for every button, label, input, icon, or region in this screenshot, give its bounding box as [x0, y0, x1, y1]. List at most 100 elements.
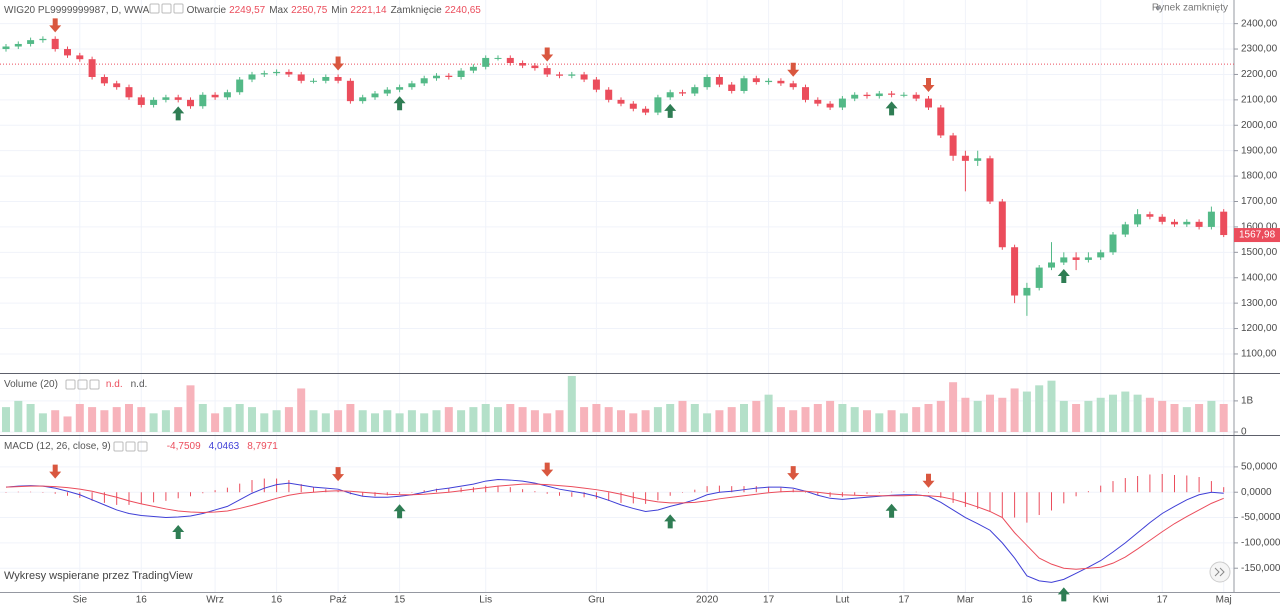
volume-bar: [530, 410, 539, 432]
volume-bar: [752, 400, 761, 432]
histogram-bar: [153, 492, 155, 503]
volume-bar: [776, 407, 785, 432]
volume-bar: [174, 407, 183, 432]
histogram-bar: [768, 486, 770, 493]
candle-body: [752, 78, 760, 83]
candle-body: [1023, 287, 1031, 296]
histogram-bar: [239, 483, 241, 493]
candle-body: [260, 73, 268, 75]
candle-body: [592, 79, 600, 90]
histogram-bar: [817, 492, 819, 496]
histogram-bar: [54, 492, 56, 494]
status-dot: [1156, 6, 1160, 10]
candle-body: [1207, 211, 1215, 227]
legend-button[interactable]: [161, 3, 172, 14]
candle-body: [1134, 214, 1142, 225]
legend-button[interactable]: [137, 441, 148, 452]
last-price-label: 1567,98: [1239, 230, 1276, 241]
candle-body: [851, 94, 859, 99]
volume-bar: [543, 413, 552, 432]
histogram-bar: [645, 492, 647, 504]
histogram-bar: [903, 491, 905, 493]
candle-body: [789, 83, 797, 88]
legend-button[interactable]: [173, 3, 184, 14]
volume-bar: [235, 404, 244, 432]
scroll-icon: [1214, 567, 1225, 577]
x-tick-label: Lut: [835, 595, 849, 606]
candle-body: [543, 68, 551, 75]
candle-body: [1109, 234, 1117, 253]
legend-button[interactable]: [113, 441, 124, 452]
y-tick-label: -150,0000: [1241, 563, 1280, 574]
histogram-bar: [829, 492, 831, 497]
histogram-bar: [915, 491, 917, 493]
volume-bar: [813, 404, 822, 432]
histogram-bar: [5, 492, 7, 493]
candle-body: [629, 103, 637, 109]
candle-body: [125, 87, 133, 98]
candle-body: [814, 99, 822, 104]
candle-body: [691, 87, 699, 94]
volume-bar: [555, 410, 564, 432]
histogram-bar: [669, 492, 671, 496]
candle-body: [715, 76, 723, 85]
candle-body: [728, 84, 736, 91]
volume-bar: [1059, 400, 1068, 432]
candle-body: [605, 89, 613, 100]
legend-button[interactable]: [149, 3, 160, 14]
y-tick-label: 0,0000: [1241, 487, 1272, 498]
volume-bar: [653, 407, 662, 432]
histogram-bar: [718, 485, 720, 493]
candle-body: [371, 93, 379, 98]
candle-body: [310, 80, 317, 82]
legend-button[interactable]: [77, 379, 88, 390]
volume-bar: [1121, 391, 1130, 432]
volume-bar: [936, 400, 945, 432]
histogram-bar: [362, 492, 364, 497]
volume-bar: [764, 394, 773, 432]
candle-body: [322, 76, 330, 81]
volume-bar: [211, 413, 220, 432]
volume-bar: [887, 410, 896, 432]
histogram-bar: [313, 487, 314, 493]
volume-bar: [444, 407, 453, 432]
histogram-bar: [509, 487, 511, 493]
x-tick-label: 2020: [696, 595, 719, 606]
histogram-bar: [288, 480, 290, 493]
histogram-bar: [792, 489, 794, 493]
scroll-button[interactable]: [1209, 561, 1231, 583]
sell-arrow: [49, 18, 62, 33]
histogram-bar: [682, 492, 683, 493]
volume-bar: [1096, 397, 1105, 432]
buy-arrow: [172, 106, 185, 121]
histogram-bar: [165, 492, 167, 501]
legend-button[interactable]: [65, 379, 76, 390]
volume-bar: [518, 407, 527, 432]
histogram-bar: [706, 486, 708, 493]
volume-bar: [850, 407, 859, 432]
candle-body: [27, 40, 35, 44]
histogram-bar: [657, 492, 659, 501]
histogram-bar: [1124, 478, 1126, 493]
legend-button[interactable]: [89, 379, 100, 390]
legend-button[interactable]: [125, 441, 136, 452]
volume-bar: [309, 410, 318, 432]
candle-body: [617, 99, 625, 104]
volume-bar: [346, 404, 355, 432]
last-price-badge: [1234, 228, 1280, 243]
candle-body: [297, 74, 305, 81]
volume-bar: [1182, 407, 1191, 432]
buy-arrow: [885, 101, 898, 116]
candle-body: [1084, 257, 1092, 260]
sell-arrow: [541, 462, 554, 477]
volume-bar: [789, 410, 798, 432]
histogram-bar: [448, 488, 450, 493]
candle-body: [236, 79, 244, 93]
volume-bar: [407, 410, 416, 432]
volume-bar: [838, 404, 847, 432]
candle-body: [875, 93, 883, 97]
candle-body: [457, 70, 465, 77]
candle-body: [838, 98, 846, 108]
candle-body: [14, 43, 22, 47]
